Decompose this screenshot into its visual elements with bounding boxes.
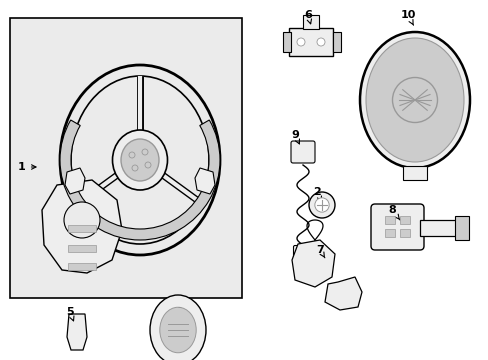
Circle shape bbox=[64, 202, 100, 238]
Text: 10: 10 bbox=[400, 10, 415, 25]
Bar bbox=[399, 216, 409, 224]
Text: 1: 1 bbox=[18, 162, 36, 172]
Text: 2: 2 bbox=[312, 187, 321, 201]
Polygon shape bbox=[67, 314, 87, 350]
Ellipse shape bbox=[365, 38, 463, 162]
Text: 8: 8 bbox=[387, 205, 399, 220]
FancyBboxPatch shape bbox=[370, 204, 423, 250]
Polygon shape bbox=[195, 168, 215, 194]
Text: 5: 5 bbox=[66, 307, 74, 321]
Circle shape bbox=[314, 198, 328, 212]
Ellipse shape bbox=[71, 76, 208, 244]
Bar bbox=[399, 229, 409, 237]
Text: 3: 3 bbox=[74, 203, 82, 217]
Polygon shape bbox=[325, 277, 361, 310]
Ellipse shape bbox=[112, 130, 167, 190]
Bar bbox=[419, 220, 457, 236]
Circle shape bbox=[129, 152, 135, 158]
Wedge shape bbox=[60, 120, 220, 240]
Text: 4: 4 bbox=[174, 307, 182, 321]
Bar bbox=[10, 18, 242, 298]
Bar bbox=[384, 229, 394, 237]
Bar bbox=[68, 245, 96, 252]
Ellipse shape bbox=[359, 32, 469, 168]
Bar bbox=[402, 166, 426, 180]
Bar bbox=[68, 225, 96, 232]
Text: 9: 9 bbox=[290, 130, 299, 144]
Bar bbox=[303, 15, 318, 29]
Polygon shape bbox=[291, 240, 334, 287]
Polygon shape bbox=[42, 180, 122, 273]
Circle shape bbox=[316, 38, 325, 46]
Circle shape bbox=[296, 38, 305, 46]
FancyBboxPatch shape bbox=[290, 141, 314, 163]
Text: 7: 7 bbox=[315, 245, 324, 258]
FancyBboxPatch shape bbox=[293, 246, 312, 261]
Ellipse shape bbox=[392, 77, 437, 122]
Bar bbox=[283, 32, 290, 52]
Bar bbox=[68, 263, 96, 270]
Bar bbox=[454, 216, 468, 240]
Circle shape bbox=[308, 192, 334, 218]
Bar bbox=[332, 32, 340, 52]
Bar bbox=[288, 28, 332, 56]
Ellipse shape bbox=[121, 139, 159, 181]
Bar bbox=[384, 216, 394, 224]
Circle shape bbox=[132, 165, 138, 171]
Ellipse shape bbox=[160, 307, 196, 353]
Text: 6: 6 bbox=[304, 10, 311, 24]
Polygon shape bbox=[65, 168, 85, 194]
Ellipse shape bbox=[150, 295, 205, 360]
Circle shape bbox=[142, 149, 148, 155]
Circle shape bbox=[145, 162, 151, 168]
